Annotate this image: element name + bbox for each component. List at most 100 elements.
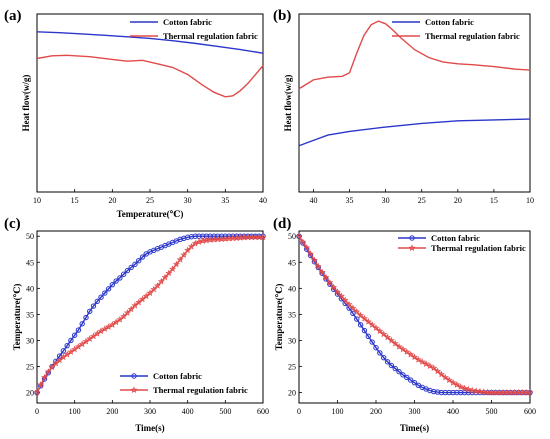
legend-label: Cotton fabric	[163, 17, 212, 27]
data-point	[326, 278, 334, 286]
data-point	[120, 271, 127, 277]
x-tick-label: 300	[144, 407, 156, 416]
legend-label: Cotton fabric	[153, 371, 202, 381]
panel-label: (b)	[273, 8, 291, 24]
legend-label: Thermal regulation fabric	[153, 385, 248, 395]
data-point	[303, 244, 311, 251]
data-point	[472, 387, 480, 394]
y-axis-title: Temperature(℃)	[12, 284, 22, 351]
x-tick-label: 500	[486, 407, 498, 416]
x-tick-label: 15	[490, 196, 498, 205]
data-point	[407, 377, 414, 383]
data-point	[345, 300, 353, 308]
legend-marker	[131, 373, 137, 379]
legend-label: Thermal regulation fabric	[425, 31, 520, 41]
y-tick-label: 40	[288, 284, 296, 293]
data-point	[71, 345, 79, 353]
x-tick-label: 30	[184, 196, 192, 205]
series-line	[36, 54, 264, 98]
y-axis-title: Temperature(℃)	[274, 284, 284, 351]
data-point	[454, 389, 460, 396]
data-point	[457, 383, 465, 390]
x-tick-label: 0	[297, 407, 301, 416]
data-point	[113, 278, 119, 284]
data-point	[59, 353, 67, 361]
data-point	[372, 324, 380, 331]
legend-label: Thermal regulation fabric	[163, 31, 258, 41]
y-axis-title: Heat flow(w/g)	[21, 75, 31, 132]
series-thermal	[298, 20, 531, 90]
data-point	[341, 296, 349, 304]
data-point	[314, 262, 322, 270]
data-point	[90, 332, 97, 340]
data-point	[94, 298, 100, 305]
data-point	[176, 256, 184, 263]
y-tick-label: 35	[26, 310, 34, 319]
data-point	[376, 327, 384, 335]
data-point	[426, 362, 434, 369]
data-point	[411, 379, 418, 386]
data-point	[354, 316, 360, 322]
data-point	[318, 268, 326, 276]
data-point	[259, 233, 267, 241]
data-point	[526, 388, 534, 396]
data-point	[445, 376, 453, 384]
data-point	[399, 345, 407, 353]
data-point	[334, 288, 341, 295]
data-point	[215, 233, 221, 239]
x-tick-label: 400	[182, 407, 194, 416]
series-thermal	[33, 233, 267, 396]
data-point	[380, 330, 388, 338]
x-tick-label: 35	[346, 196, 354, 205]
data-point	[453, 381, 461, 388]
x-tick-label: 200	[106, 407, 118, 416]
data-point	[387, 336, 395, 344]
data-point	[184, 234, 191, 240]
data-point	[86, 335, 94, 342]
data-point	[468, 386, 476, 394]
data-point	[461, 389, 468, 396]
data-point	[120, 312, 128, 320]
data-point	[169, 265, 177, 272]
data-point	[377, 350, 383, 356]
data-point	[434, 367, 442, 375]
y-tick-label: 50	[26, 232, 34, 241]
data-point	[391, 339, 399, 347]
legend-marker	[408, 244, 416, 251]
data-point	[105, 286, 112, 292]
data-point	[48, 363, 56, 370]
x-axis-title: Time(s)	[400, 423, 429, 433]
x-tick-label: 400	[447, 407, 459, 416]
data-point	[337, 292, 345, 300]
data-point	[172, 260, 180, 268]
legend-entry: Thermal regulation fabric	[120, 385, 248, 395]
data-point	[188, 234, 195, 240]
panel-label: (a)	[4, 8, 22, 24]
data-point	[364, 318, 372, 325]
data-point	[71, 332, 78, 338]
data-point	[128, 264, 134, 271]
x-tick-label: 600	[524, 407, 536, 416]
data-point	[384, 359, 391, 365]
plot-frame	[298, 13, 531, 193]
data-point	[78, 340, 86, 348]
data-point	[464, 385, 472, 393]
series-thermal	[36, 54, 264, 98]
data-point	[307, 250, 315, 257]
data-point	[117, 275, 123, 281]
panel-label: (c)	[4, 216, 21, 232]
data-point	[108, 321, 116, 328]
data-point	[191, 239, 199, 247]
x-tick-label: 500	[219, 407, 231, 416]
data-point	[400, 372, 406, 378]
y-tick-label: 30	[26, 336, 34, 345]
data-point	[136, 258, 142, 264]
data-point	[384, 333, 392, 341]
data-point	[373, 345, 379, 351]
data-point	[124, 267, 131, 274]
data-point	[161, 273, 169, 281]
x-tick-label: 100	[69, 407, 81, 416]
series-cotton	[298, 118, 531, 147]
data-point	[97, 327, 105, 335]
